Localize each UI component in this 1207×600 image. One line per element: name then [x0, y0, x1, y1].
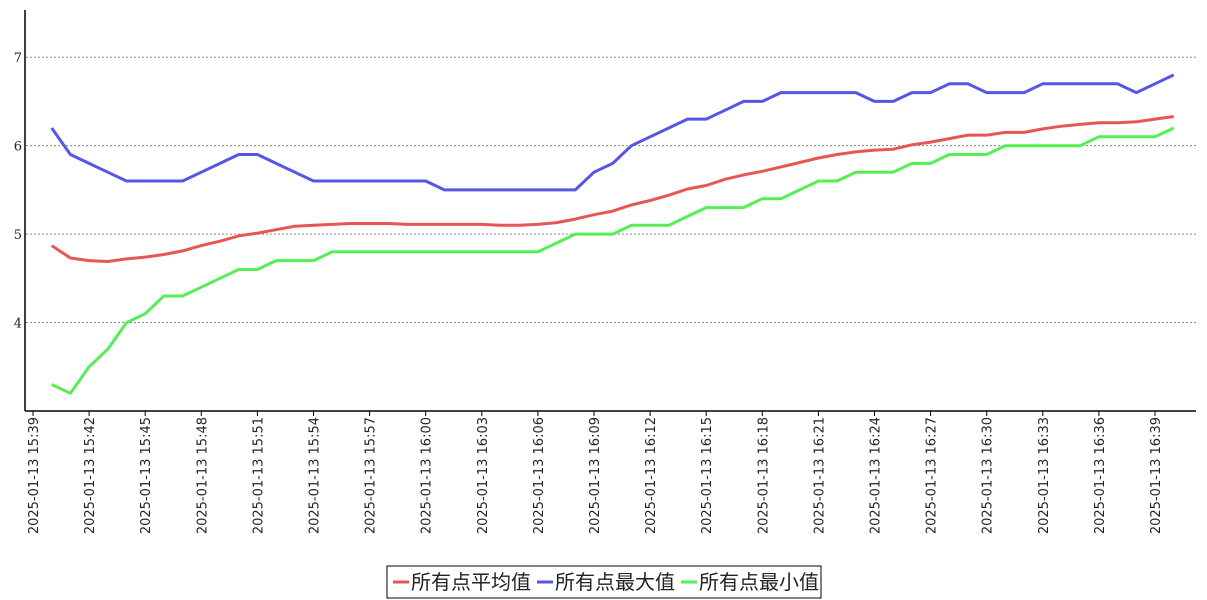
x-tick-label: 2025-01-13 16:00 — [420, 417, 435, 534]
x-tick-label: 2025-01-13 16:18 — [756, 417, 771, 534]
x-tick-label: 2025-01-13 16:33 — [1037, 417, 1052, 534]
series-line — [50, 73, 1175, 192]
x-tick-label: 2025-01-13 16:09 — [588, 417, 603, 534]
y-tick-label: 5 — [14, 228, 22, 243]
x-tick-label: 2025-01-13 16:21 — [812, 417, 827, 534]
x-tick-label: 2025-01-13 16:15 — [700, 417, 715, 534]
y-tick-label: 7 — [14, 51, 22, 66]
x-tick-label: 2025-01-13 16:27 — [925, 417, 940, 534]
x-tick-label: 2025-01-13 15:39 — [27, 417, 42, 534]
x-tick-label: 2025-01-13 16:24 — [869, 417, 884, 534]
x-tick-label: 2025-01-13 15:48 — [195, 417, 210, 534]
y-tick-label: 4 — [14, 317, 22, 332]
x-tick-label: 2025-01-13 15:51 — [251, 417, 266, 534]
legend-label: 所有点平均值 — [411, 570, 531, 594]
legend-label: 所有点最大值 — [555, 570, 675, 594]
series-line — [51, 126, 1175, 395]
series-line — [50, 115, 1174, 263]
x-tick-label: 2025-01-13 16:36 — [1093, 417, 1108, 534]
x-tick-label: 2025-01-13 16:06 — [532, 417, 547, 534]
legend: 所有点平均值 所有点最大值 所有点最小值 — [386, 565, 822, 599]
y-tick-label: 6 — [14, 140, 22, 155]
x-tick-label: 2025-01-13 15:57 — [364, 417, 379, 534]
x-tick-label: 2025-01-13 16:03 — [476, 417, 491, 534]
x-tick-label: 2025-01-13 15:42 — [83, 417, 98, 534]
legend-label: 所有点最小值 — [699, 570, 819, 594]
x-tick-label: 2025-01-13 16:12 — [644, 417, 659, 534]
x-tick-label: 2025-01-13 15:54 — [308, 417, 323, 534]
legend-box — [386, 565, 822, 599]
x-tick-label: 2025-01-13 16:30 — [981, 417, 996, 534]
x-tick-label: 2025-01-13 15:45 — [139, 417, 154, 534]
x-tick-label: 2025-01-13 16:39 — [1149, 417, 1164, 534]
